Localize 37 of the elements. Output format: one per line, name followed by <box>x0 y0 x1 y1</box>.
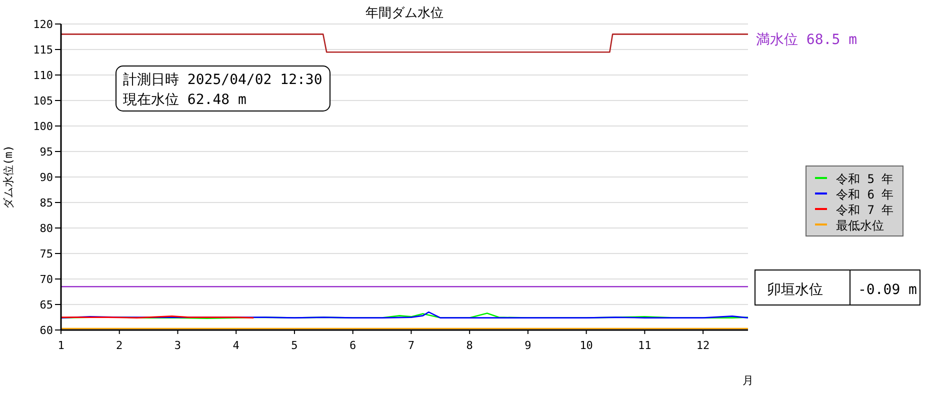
ref-line-label: 満水位 68.5 m <box>756 32 858 48</box>
text: 卯垣水位 <box>767 282 823 298</box>
y-tick-label: 85 <box>40 196 53 210</box>
x-tick-label: 6 <box>350 339 356 352</box>
y-tick-label: 120 <box>33 18 53 31</box>
x-tick-label: 3 <box>174 339 182 352</box>
y-tick-label: 110 <box>33 69 53 82</box>
x-tick-label: 4 <box>232 339 240 352</box>
y-tick-label: 100 <box>33 120 53 133</box>
y-tick-label: 70 <box>40 273 53 286</box>
annotation: 現在水位 62.48 m <box>123 92 246 108</box>
legend-label: 最低水位 <box>836 218 884 232</box>
x-tick-label: 9 <box>524 339 532 352</box>
annotation: 計測日時 2025/04/02 12:30 <box>123 72 322 88</box>
x-axis-title: 月 <box>742 374 754 387</box>
x-tick-label: 1 <box>58 339 64 352</box>
x-tick-label: 2 <box>116 339 123 352</box>
x-tick-label: 5 <box>291 339 298 352</box>
x-tick-label: 10 <box>580 339 593 352</box>
x-tick-label: 8 <box>466 339 473 352</box>
y-tick-label: 80 <box>40 222 53 235</box>
y-tick-label: 60 <box>40 324 53 337</box>
y-tick-label: 90 <box>40 171 53 184</box>
y-tick-label: 65 <box>40 298 53 312</box>
x-tick-label: 12 <box>696 339 710 352</box>
y-tick-label: 75 <box>40 248 53 260</box>
legend-label: 令和 5 年 <box>836 172 894 186</box>
y-axis-title: ダム水位(m) <box>2 145 15 209</box>
y-tick-label: 115 <box>33 44 53 56</box>
legend-label: 令和 7 年 <box>836 203 894 217</box>
x-tick-label: 7 <box>408 339 415 352</box>
x-tick-label: 11 <box>638 339 652 352</box>
chart-title: 年間ダム水位 <box>366 6 444 21</box>
text: -0.09 m <box>858 282 917 298</box>
y-tick-label: 105 <box>33 94 53 108</box>
legend-label: 令和 6 年 <box>836 188 894 202</box>
y-tick-label: 95 <box>40 146 53 158</box>
